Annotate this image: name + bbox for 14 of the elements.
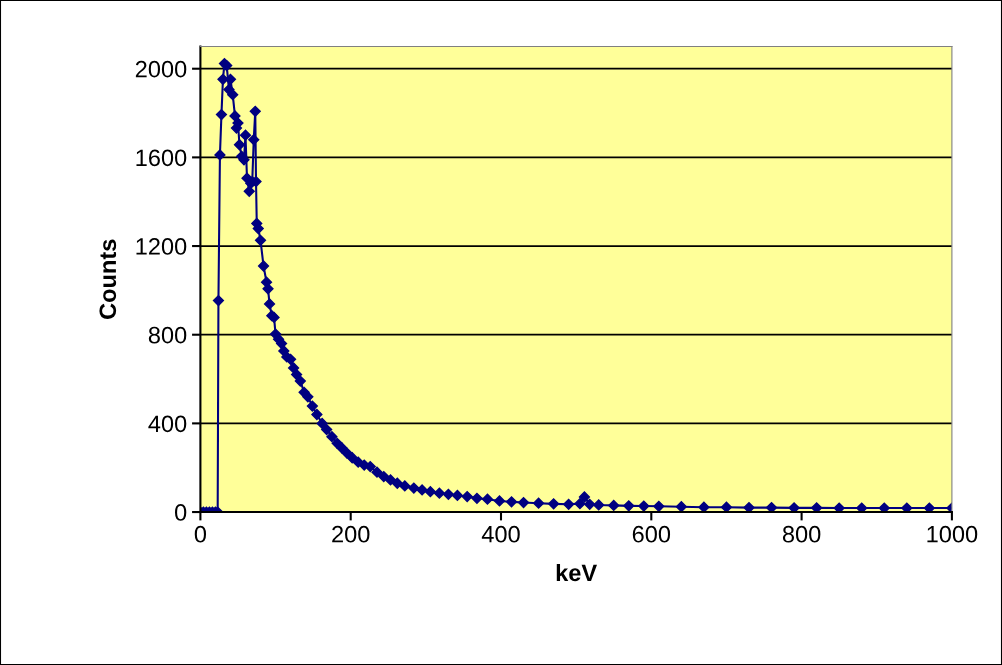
y-tick-label: 800 bbox=[148, 326, 187, 344]
x-tick-label: 400 bbox=[481, 525, 520, 543]
x-tick-label: 600 bbox=[632, 525, 671, 543]
x-axis-title: keV bbox=[556, 563, 597, 582]
x-tick-label: 1000 bbox=[927, 525, 978, 543]
y-tick-label: 2000 bbox=[135, 60, 187, 78]
y-tick-label: 400 bbox=[148, 415, 187, 433]
y-axis-title: Counts bbox=[99, 239, 117, 319]
x-tick-label: 0 bbox=[194, 525, 207, 543]
y-tick-label: 1600 bbox=[136, 149, 187, 167]
y-tick-label: 0 bbox=[175, 504, 187, 521]
y-tick-label: 1200 bbox=[136, 238, 187, 255]
x-tick-label: 800 bbox=[782, 525, 821, 543]
x-tick-label: 200 bbox=[332, 525, 370, 543]
